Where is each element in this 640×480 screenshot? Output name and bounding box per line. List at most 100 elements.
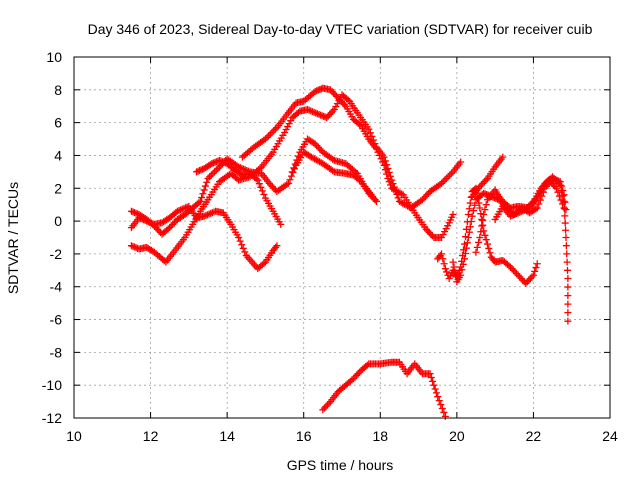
data-point-marker — [208, 209, 216, 217]
data-point-marker — [323, 401, 331, 409]
data-point-marker — [143, 217, 151, 225]
data-point-marker — [449, 258, 457, 266]
data-point-marker — [542, 179, 550, 187]
data-point-marker — [206, 173, 214, 181]
data-point-marker — [206, 161, 214, 169]
data-point-marker — [447, 170, 455, 178]
data-point-marker — [551, 183, 559, 191]
data-point-marker — [132, 244, 140, 252]
data-point-marker — [466, 223, 474, 231]
data-point-marker — [522, 279, 530, 287]
data-point-marker — [499, 153, 507, 161]
data-point-marker — [287, 172, 295, 180]
data-point-marker — [371, 196, 379, 204]
data-point-marker — [562, 234, 570, 241]
data-point-marker — [166, 224, 174, 232]
data-point-marker — [514, 209, 522, 217]
data-point-marker — [385, 178, 393, 186]
data-point-marker — [177, 206, 185, 214]
data-point-marker — [211, 168, 219, 176]
data-point-marker — [212, 166, 220, 174]
data-point-marker — [525, 202, 533, 210]
data-point-marker — [539, 183, 547, 191]
y-tick-label: 10 — [46, 49, 62, 65]
data-point-marker — [307, 107, 315, 115]
x-tick-label: 22 — [526, 428, 542, 444]
data-point-marker — [266, 130, 274, 138]
series-track-c — [127, 202, 281, 273]
grid-lines — [74, 57, 610, 418]
data-point-marker — [552, 184, 560, 192]
data-point-marker — [203, 211, 211, 219]
data-point-marker — [427, 230, 435, 238]
data-point-marker — [312, 109, 320, 117]
data-point-marker — [444, 173, 452, 181]
data-point-marker — [271, 125, 279, 133]
data-point-marker — [461, 255, 469, 263]
y-tick-label: -4 — [50, 279, 63, 295]
data-point-marker — [194, 167, 202, 175]
data-point-marker — [466, 199, 474, 207]
data-point-marker — [386, 181, 394, 189]
data-point-marker — [564, 266, 572, 274]
series-track-j — [468, 153, 507, 200]
data-point-marker — [506, 263, 514, 271]
data-point-marker — [308, 108, 316, 116]
data-point-marker — [321, 113, 329, 121]
data-point-marker — [267, 181, 275, 189]
data-point-marker — [465, 205, 473, 213]
data-point-marker — [175, 207, 183, 215]
data-point-marker — [564, 317, 572, 325]
y-tick-label: -2 — [50, 246, 63, 262]
data-point-marker — [182, 204, 190, 212]
data-point-marker — [129, 242, 137, 250]
data-point-marker — [283, 181, 291, 189]
data-point-marker — [173, 207, 181, 215]
data-point-marker — [423, 191, 431, 199]
data-point-marker — [531, 267, 539, 275]
y-tick-label: 6 — [54, 115, 62, 131]
data-point-marker — [552, 176, 560, 184]
y-tick-label: -8 — [50, 344, 63, 360]
data-point-marker — [481, 206, 489, 214]
y-tick-label: -6 — [50, 312, 63, 328]
data-point-marker — [462, 244, 470, 252]
data-point-marker — [438, 250, 446, 258]
data-point-marker — [193, 168, 201, 176]
data-point-marker — [333, 92, 341, 100]
data-point-marker — [203, 178, 211, 186]
data-point-marker — [486, 249, 494, 257]
data-point-marker — [294, 108, 302, 116]
data-point-marker — [257, 183, 265, 191]
y-tick-label: 2 — [54, 180, 62, 196]
data-point-marker — [199, 165, 207, 173]
data-point-marker — [155, 227, 163, 235]
data-point-marker — [196, 197, 204, 205]
data-point-marker — [561, 212, 569, 220]
data-point-marker — [372, 145, 380, 153]
data-point-marker — [255, 180, 263, 188]
data-point-marker — [526, 201, 534, 209]
data-point-marker — [314, 143, 322, 151]
data-point-marker — [511, 210, 519, 218]
data-point-marker — [467, 218, 475, 226]
data-point-marker — [313, 142, 321, 150]
x-tick-label: 16 — [296, 428, 312, 444]
data-point-marker — [440, 260, 448, 268]
data-point-marker — [506, 212, 514, 220]
data-point-marker — [381, 166, 389, 174]
y-tick-label: -10 — [42, 377, 62, 393]
data-point-marker — [351, 373, 359, 381]
data-point-marker — [236, 164, 244, 172]
data-point-marker — [130, 209, 138, 217]
y-tick-label: 0 — [54, 213, 62, 229]
data-point-marker — [424, 227, 432, 235]
data-point-marker — [208, 160, 216, 168]
data-point-marker — [458, 266, 466, 274]
data-point-marker — [555, 179, 563, 187]
data-point-marker — [241, 248, 249, 256]
data-point-marker — [428, 232, 436, 240]
data-point-marker — [429, 377, 437, 385]
x-tick-label: 12 — [143, 428, 159, 444]
data-point-marker — [138, 215, 146, 223]
